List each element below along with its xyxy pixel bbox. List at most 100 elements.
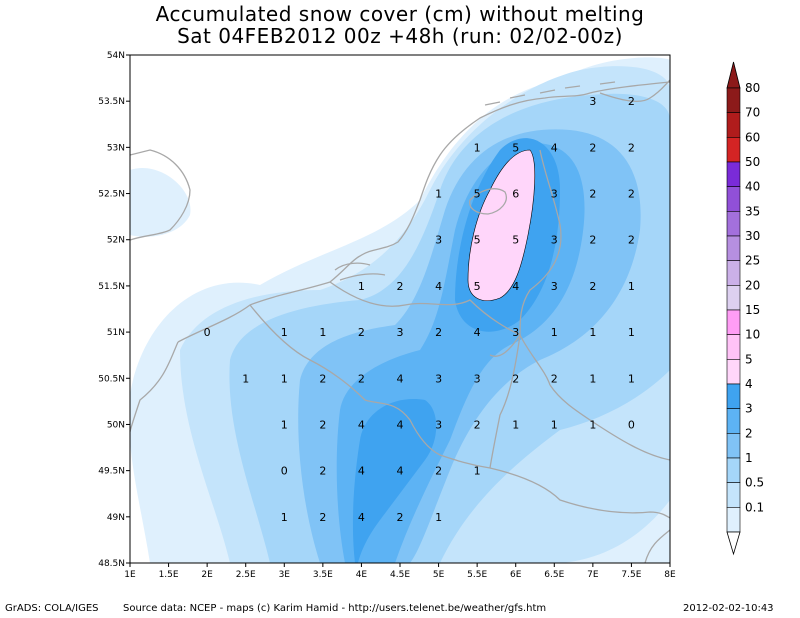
grid-value: 2 bbox=[628, 95, 635, 108]
grid-value: 1 bbox=[512, 418, 519, 431]
snow-cover-map: 1E 1.5E 2E 2.5E 3E 3.5E 4E 4.5E 5E 5.5E 6E 6.5E 7E 7.… bbox=[98, 51, 764, 580]
grid-value: 1 bbox=[589, 372, 596, 385]
grid-value: 4 bbox=[397, 418, 404, 431]
legend-label: 10 bbox=[745, 328, 760, 342]
x-tick-label: 7E bbox=[587, 570, 599, 580]
snow-shading bbox=[130, 57, 670, 563]
legend-label: 2 bbox=[745, 426, 753, 440]
footer-credit-grads: GrADS: COLA/IGES bbox=[5, 603, 99, 614]
grid-value: 2 bbox=[319, 372, 326, 385]
color-legend: 80 70 60 50 40 35 30 25 20 15 10 5 4 3 2 1 0.5 0.1 bbox=[726, 61, 764, 556]
border-de-be-lu bbox=[489, 334, 521, 469]
legend-label: 40 bbox=[745, 180, 760, 194]
grid-value: 3 bbox=[512, 326, 519, 339]
coastline-se-corner bbox=[644, 529, 670, 563]
grid-value: 1 bbox=[281, 511, 288, 524]
grid-value: 4 bbox=[397, 372, 404, 385]
legend-swatch bbox=[726, 137, 741, 163]
grid-value: 6 bbox=[512, 188, 519, 201]
y-tick-label: 51.5N bbox=[98, 282, 125, 292]
grid-value: 3 bbox=[435, 418, 442, 431]
y-tick-label: 48.5N bbox=[98, 559, 125, 569]
border-de-fr bbox=[489, 467, 670, 519]
grid-value: 1 bbox=[474, 465, 481, 478]
grid-value: 1 bbox=[358, 280, 365, 293]
legend-swatch bbox=[726, 235, 741, 261]
grid-value: 2 bbox=[358, 372, 365, 385]
legend-swatch bbox=[726, 309, 741, 335]
grid-value: 0 bbox=[281, 465, 288, 478]
grid-value: 1 bbox=[435, 188, 442, 201]
grid-value: 1 bbox=[589, 326, 596, 339]
grid-value: 2 bbox=[628, 234, 635, 247]
x-tick-label: 6.5E bbox=[544, 570, 564, 580]
grid-value: 1 bbox=[628, 372, 635, 385]
grid-value: 0 bbox=[628, 418, 635, 431]
legend-swatch bbox=[726, 87, 741, 113]
legend-swatch bbox=[726, 383, 741, 409]
legend-swatch bbox=[726, 186, 741, 212]
grid-value: 2 bbox=[628, 188, 635, 201]
grid-value: 4 bbox=[358, 511, 365, 524]
grid-value: 5 bbox=[474, 234, 481, 247]
legend-label: 80 bbox=[745, 81, 760, 95]
grid-value: 3 bbox=[589, 95, 596, 108]
grid-value: 2 bbox=[551, 372, 558, 385]
legend-label: 35 bbox=[745, 204, 760, 218]
grid-value: 2 bbox=[319, 465, 326, 478]
border-fr-be bbox=[249, 304, 491, 469]
x-tick-label: 7.5E bbox=[621, 570, 641, 580]
legend-swatch bbox=[726, 161, 741, 187]
grid-value: 4 bbox=[474, 326, 481, 339]
shade-level-5 bbox=[467, 149, 536, 301]
grid-value: 2 bbox=[435, 326, 442, 339]
grid-value: 3 bbox=[551, 234, 558, 247]
grid-value: 2 bbox=[589, 280, 596, 293]
grid-value: 1 bbox=[628, 280, 635, 293]
grid-value: 1 bbox=[628, 326, 635, 339]
y-tick-label: 54N bbox=[107, 51, 125, 61]
grid-value: 2 bbox=[512, 372, 519, 385]
legend-label: 15 bbox=[745, 303, 760, 317]
y-tick-label: 50N bbox=[107, 420, 125, 430]
legend-swatch bbox=[726, 507, 741, 533]
legend-swatch bbox=[726, 211, 741, 237]
grid-value: 1 bbox=[281, 372, 288, 385]
legend-swatch bbox=[726, 457, 741, 483]
grid-value: 1 bbox=[281, 418, 288, 431]
grid-value: 1 bbox=[319, 326, 326, 339]
coastline-germany-east bbox=[599, 79, 670, 102]
x-tick-label: 6E bbox=[510, 570, 522, 580]
grid-value: 3 bbox=[551, 280, 558, 293]
x-tick-label: 8E bbox=[664, 570, 676, 580]
grid-value: 3 bbox=[474, 372, 481, 385]
grid-value: 4 bbox=[512, 280, 519, 293]
legend-label: 1 bbox=[745, 451, 753, 465]
x-tick-label: 5E bbox=[433, 570, 445, 580]
x-tick-label: 3.5E bbox=[313, 570, 333, 580]
legend-label: 25 bbox=[745, 254, 760, 268]
grid-value: 2 bbox=[319, 418, 326, 431]
y-tick-label: 52N bbox=[107, 236, 125, 246]
legend-swatch bbox=[726, 285, 741, 311]
x-tick-label: 2E bbox=[201, 570, 213, 580]
x-tick-label: 1.5E bbox=[159, 570, 179, 580]
grid-value: 2 bbox=[628, 141, 635, 154]
grid-value: 2 bbox=[319, 511, 326, 524]
x-axis: 1E 1.5E 2E 2.5E 3E 3.5E 4E 4.5E 5E 5.5E 6E 6.5E 7E 7.… bbox=[124, 563, 676, 580]
y-tick-label: 49N bbox=[107, 513, 125, 523]
x-tick-label: 4.5E bbox=[390, 570, 410, 580]
grid-value: 1 bbox=[242, 372, 249, 385]
legend-swatch bbox=[726, 334, 741, 360]
legend-label: 0.5 bbox=[745, 476, 764, 490]
legend-swatch bbox=[726, 408, 741, 434]
legend-label: 3 bbox=[745, 402, 753, 416]
grid-value: 5 bbox=[474, 280, 481, 293]
legend-swatch bbox=[726, 482, 741, 508]
border-de-nl bbox=[519, 149, 562, 386]
shade-level-4 bbox=[352, 399, 437, 563]
coastline-zeeland bbox=[334, 262, 386, 281]
coastline-france-west bbox=[130, 341, 179, 433]
legend-label: 20 bbox=[745, 278, 760, 292]
grid-value: 1 bbox=[281, 326, 288, 339]
